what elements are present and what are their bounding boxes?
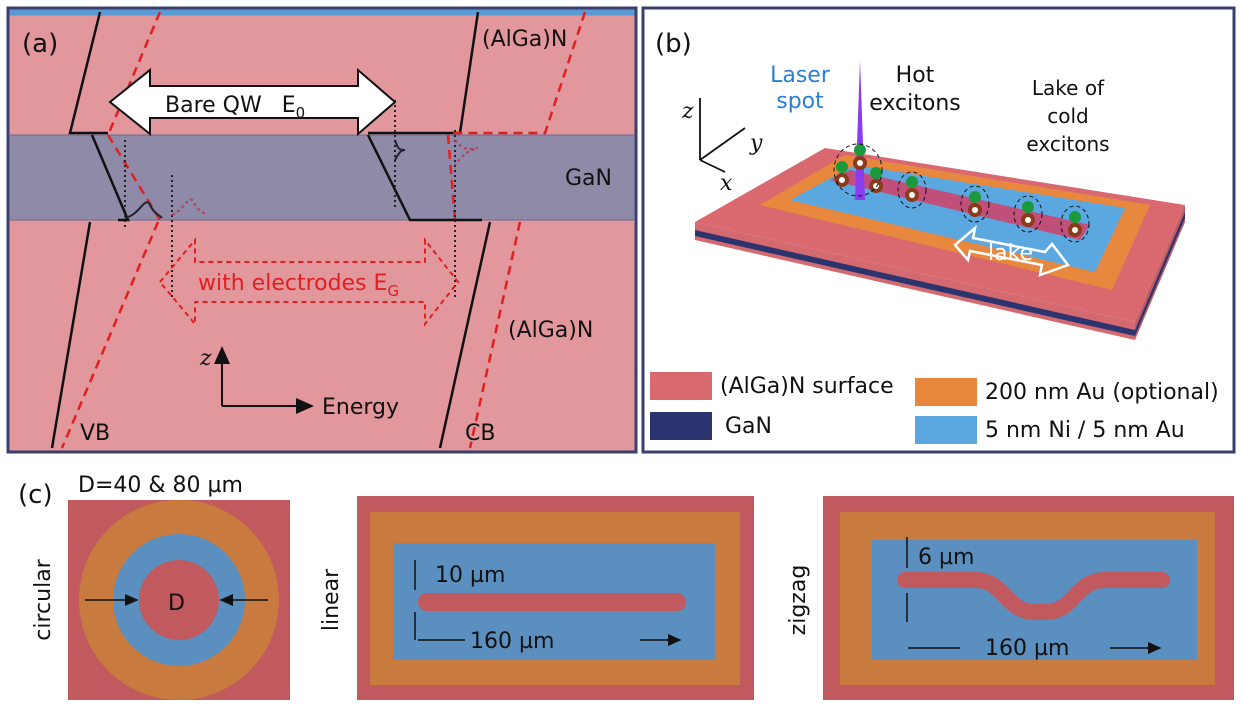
axis-label: Energy [322, 395, 399, 420]
label: circular [31, 558, 56, 640]
legend-label: GaN [725, 414, 772, 439]
legend-swatch [915, 416, 977, 444]
text: E [282, 93, 296, 118]
panel-label: (c) [18, 480, 53, 510]
channel [139, 560, 219, 640]
label: 160 µm [985, 636, 1069, 661]
well-band [9, 134, 635, 221]
label: (AlGa)N [482, 27, 567, 52]
text: spot [776, 89, 824, 114]
label: (AlGa)N [508, 318, 593, 343]
vb-line [50, 11, 130, 449]
axis-label: x [720, 171, 733, 196]
hot-label: Hot excitons [869, 63, 960, 116]
legend-swatch [915, 378, 977, 406]
text: excitons [869, 91, 960, 116]
panel-b: lake z y x (b) Laser spot Hot excitons Lak… [641, 6, 1236, 454]
channel [897, 572, 1170, 620]
wavefunction [454, 139, 479, 166]
label: D [168, 591, 185, 616]
text: excitons [1026, 132, 1109, 156]
arrow-label: with electrodes EG [198, 271, 399, 300]
label: D=40 & 80 µm [78, 473, 243, 498]
legend-label: 5 nm Ni / 5 nm Au [985, 418, 1185, 443]
text: Laser [770, 63, 831, 88]
arrow [906, 537, 1160, 648]
legend-label: 200 nm Au (optional) [985, 380, 1219, 405]
label: VB [80, 421, 110, 446]
label: zigzag [786, 565, 811, 636]
text: 0 [296, 104, 306, 122]
panel-a: (a) (AlGa)N GaN (AlGa)N Bare QW E0 with e… [6, 6, 638, 454]
text: cold [1047, 104, 1088, 128]
label: linear [319, 568, 344, 631]
lake-text: Lake of cold excitons [1026, 76, 1109, 156]
arrow-label: Bare QW E0 [165, 93, 305, 122]
label: GaN [565, 166, 612, 191]
axis-label: y [749, 131, 763, 156]
panel-frame [6, 6, 638, 454]
panel-c: (c) D=40 & 80 µm D circular 10 µm 160 µm… [18, 473, 1234, 700]
label: 160 µm [470, 629, 554, 654]
text: Lake of [1032, 76, 1105, 100]
laser-label: Laser spot [770, 63, 831, 114]
axis-label: z [199, 346, 212, 371]
text: with electrodes E [198, 271, 387, 296]
text: Bare QW [165, 93, 262, 118]
text: G [387, 282, 399, 300]
panel-label: (b) [655, 29, 692, 59]
axes [699, 98, 746, 173]
lake-arrow [953, 224, 1071, 277]
panel-label: (a) [22, 29, 58, 59]
legend-label: (AlGa)N surface [720, 374, 894, 399]
electrode-arrow [158, 237, 460, 327]
wavefunction [124, 201, 163, 219]
label: CB [465, 421, 495, 446]
gan-layer [695, 230, 1135, 336]
axis-label: z [681, 99, 694, 124]
top-strip [9, 9, 635, 16]
text: Hot [896, 63, 935, 88]
bare-arrow [108, 67, 397, 137]
channel [418, 593, 686, 611]
ni-film [872, 540, 1197, 660]
wavefunction [171, 198, 209, 216]
label: 10 µm [435, 563, 505, 588]
cb-dashed [446, 11, 587, 449]
arrow [414, 560, 680, 640]
label: 6 µm [918, 545, 974, 570]
wavefunction [394, 139, 406, 161]
gan-layer [1135, 212, 1185, 336]
guide-lines [124, 100, 456, 300]
legend-swatch [650, 372, 712, 400]
lake-label: lake [988, 241, 1033, 266]
legend-swatch [650, 412, 712, 440]
excitons [833, 143, 1090, 243]
